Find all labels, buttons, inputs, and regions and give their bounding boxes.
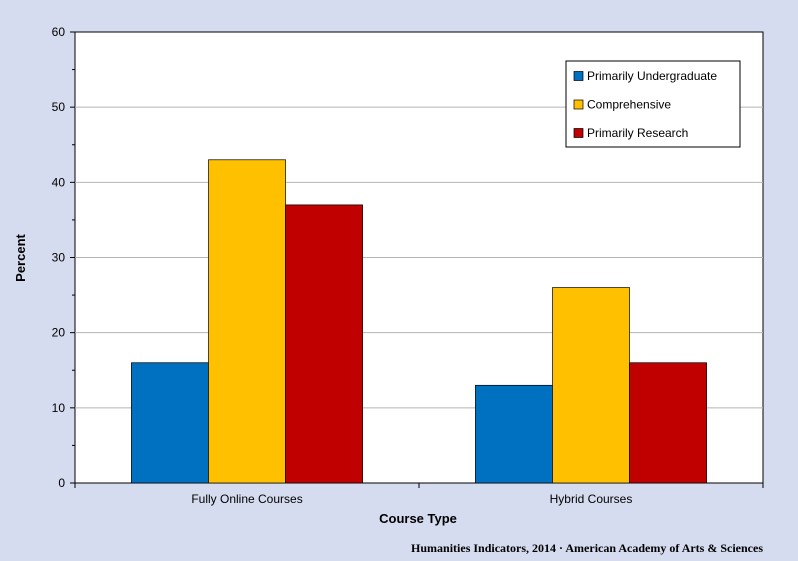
bars (131, 159, 707, 484)
y-tick-label: 50 (52, 100, 66, 114)
y-tick-label: 20 (52, 326, 66, 340)
legend-label: Primarily Undergraduate (587, 69, 717, 83)
bar (552, 287, 630, 484)
legend-swatch (573, 99, 584, 110)
bar (629, 362, 707, 484)
x-tick-label: Hybrid Courses (550, 492, 633, 506)
x-axis: Fully Online Courses Hybrid Courses (74, 483, 764, 506)
y-tick-label: 10 (52, 401, 66, 415)
bar (285, 204, 363, 484)
bar (131, 362, 209, 484)
legend-swatch (573, 128, 584, 138)
source-note: Humanities Indicators, 2014 · American A… (411, 541, 763, 555)
x-tick-label: Fully Online Courses (191, 492, 302, 506)
y-tick-label: 40 (52, 175, 66, 189)
legend-box (565, 60, 741, 148)
y-tick-label: 0 (58, 476, 65, 490)
legend-items: Primarily Undergraduate Comprehensive Prim… (573, 69, 717, 140)
bar (208, 159, 286, 484)
y-tick-label: 30 (52, 251, 66, 265)
y-axis: 0 10 20 30 40 50 60 (52, 25, 75, 490)
bar (475, 384, 553, 484)
y-axis-title: Percent (13, 233, 28, 281)
legend: Primarily Undergraduate Comprehensive Prim… (565, 60, 741, 148)
legend-label: Primarily Research (587, 126, 688, 140)
y-tick-label: 60 (52, 25, 66, 39)
legend-swatch (573, 71, 584, 81)
x-axis-title: Course Type (379, 511, 457, 526)
legend-label: Comprehensive (587, 98, 671, 112)
